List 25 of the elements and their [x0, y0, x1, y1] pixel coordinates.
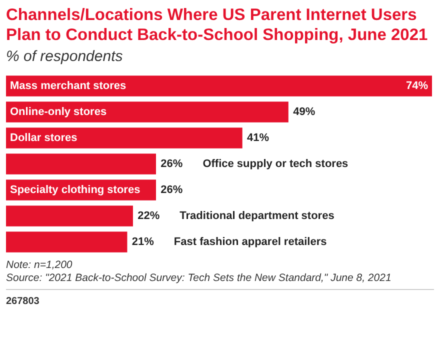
- source-note: Source: "2021 Back-to-School Survey: Tech Sets the New Standard," June 8, 2021: [6, 272, 392, 284]
- data-label: 74%: [406, 80, 428, 92]
- bar: [6, 206, 133, 226]
- data-label: 41%: [247, 132, 270, 144]
- bar: [6, 154, 156, 174]
- text: Note: n=1,200: [6, 259, 72, 271]
- bar: [6, 128, 242, 148]
- data-label: 26%: [160, 158, 183, 170]
- data-label: 49%: [293, 106, 316, 118]
- y-tick-label: Mass merchant stores: [10, 80, 126, 92]
- bar: [6, 76, 432, 96]
- data-label: 22%: [138, 210, 160, 222]
- data-label: 26%: [160, 184, 183, 196]
- chart-title: Channels/Locations Where US Parent Internet Users Plan to Conduct Back-to-School Shopping, June 2021: [5, 5, 429, 45]
- y-tick-label: Specialty clothing stores: [10, 184, 140, 196]
- y-tick-label: Dollar stores: [10, 132, 78, 144]
- y-tick-label: Online-only stores: [10, 106, 107, 118]
- y-tick-label: Fast fashion apparel retailers: [174, 236, 327, 248]
- text: 267803: [6, 289, 434, 307]
- bar: [6, 232, 128, 252]
- y-tick-label: Traditional department stores: [180, 210, 334, 222]
- bar: [6, 102, 288, 122]
- data-label: 21%: [132, 236, 154, 248]
- chart-subtitle: % of respondents: [5, 47, 124, 67]
- y-tick-label: Office supply or tech stores: [202, 158, 348, 170]
